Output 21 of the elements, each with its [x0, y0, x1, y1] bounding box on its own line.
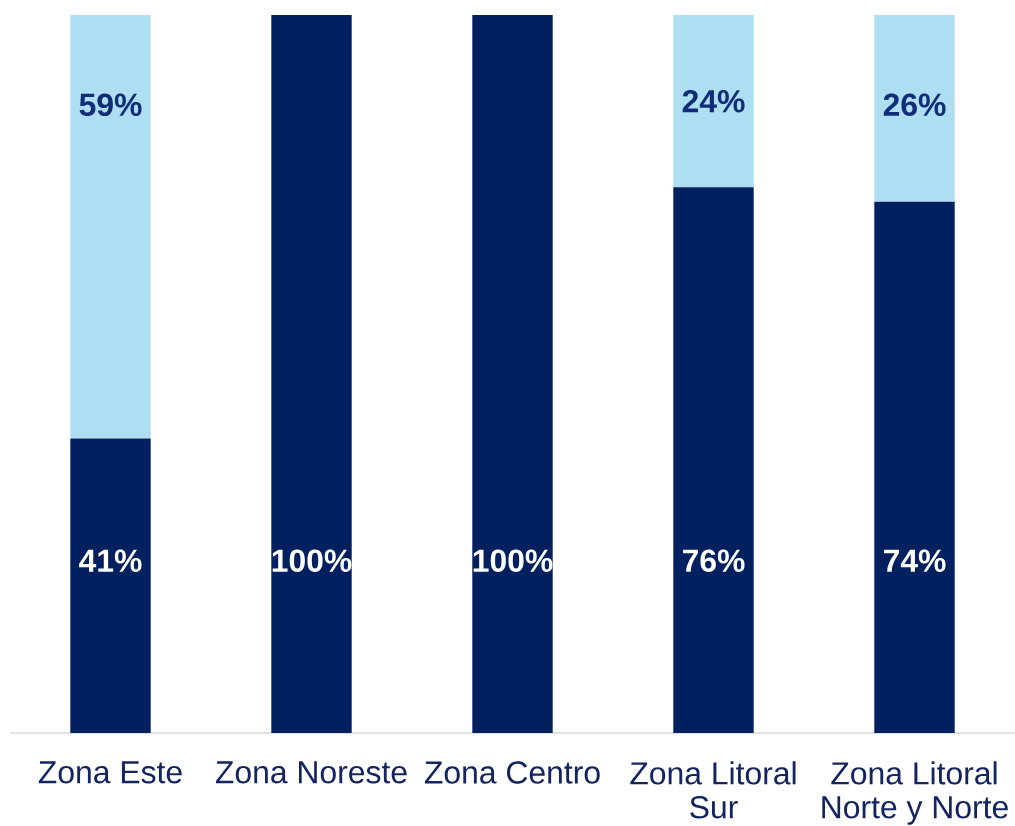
data-label: 100% [272, 549, 352, 572]
x-tick-label: Zona Noreste [215, 761, 407, 784]
bar [673, 187, 754, 733]
data-label: 26% [883, 93, 946, 117]
data-label: 74% [883, 549, 946, 572]
x-tick-label: Zona Centro [424, 761, 600, 784]
x-tick-label: Zona Litoral Sur [630, 761, 796, 819]
x-tick-label: Zona Litoral Norte y Norte [822, 761, 1008, 825]
bar [673, 14, 754, 188]
bar [874, 201, 955, 733]
data-label: 24% [682, 89, 745, 113]
bar [70, 14, 151, 439]
x-tick-label: Zona Este [38, 761, 182, 784]
bar [874, 14, 955, 202]
bar [472, 14, 553, 733]
bar [271, 14, 352, 733]
data-label: 59% [79, 93, 142, 117]
data-label: 100% [473, 549, 553, 572]
data-label: 76% [682, 549, 745, 572]
bar [70, 438, 151, 733]
data-label: 41% [79, 549, 142, 572]
